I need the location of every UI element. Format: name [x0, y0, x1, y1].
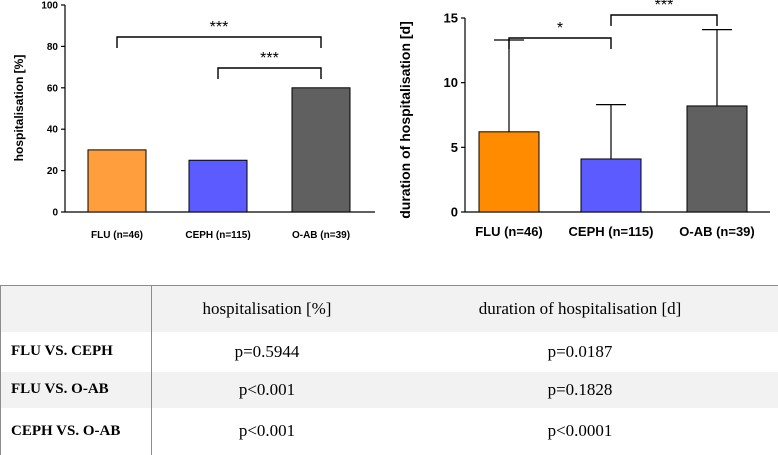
row-label: FLU VS. O-AB: [1, 372, 152, 408]
category-label: O-AB (n=39): [679, 224, 754, 239]
significance-bracket: [218, 68, 321, 79]
y-tick-label: 20: [47, 166, 59, 177]
y-tick-label: 80: [47, 42, 59, 53]
category-label: O-AB (n=39): [292, 230, 350, 241]
category-label: CEPH (n=115): [185, 230, 250, 241]
bar: [479, 132, 539, 212]
row-duration-p: p=0.1828: [382, 372, 778, 408]
bar: [189, 160, 247, 212]
row-hospitalisation-p: p<0.001: [152, 372, 383, 408]
header-hospitalisation: hospitalisation [%]: [152, 286, 383, 332]
table-row: CEPH VS. O-AB p<0.001 p<0.0001: [1, 408, 778, 455]
header-blank: [1, 286, 152, 332]
category-label: CEPH (n=115): [569, 224, 654, 239]
bar: [581, 159, 641, 212]
y-tick-label: 100: [41, 1, 58, 12]
bar: [687, 106, 747, 212]
header-duration: duration of hospitalisation [d]: [382, 286, 778, 332]
bar: [292, 88, 350, 212]
significance-label: *: [557, 20, 563, 37]
y-tick-label: 0: [52, 208, 58, 219]
row-hospitalisation-p: p<0.001: [152, 408, 383, 455]
significance-label: ***: [260, 50, 279, 67]
table-header-row: hospitalisation [%] duration of hospital…: [1, 286, 778, 332]
y-tick-label: 40: [47, 125, 59, 136]
right-y-axis-label: duration of hospitalisation [d]: [397, 21, 413, 219]
category-label: FLU (n=46): [91, 230, 143, 241]
duration-chart: duration of hospitalisation [d] 0 5 10 15 *…: [385, 0, 778, 248]
row-hospitalisation-p: p=0.5944: [152, 332, 383, 372]
row-duration-p: p=0.0187: [382, 332, 778, 372]
y-tick-label: 15: [444, 11, 458, 26]
row-duration-p: p<0.0001: [382, 408, 778, 455]
row-label: FLU VS. CEPH: [1, 332, 152, 372]
y-tick-label: 10: [444, 75, 458, 90]
p-value-table: hospitalisation [%] duration of hospital…: [0, 285, 778, 455]
y-tick-label: 60: [47, 83, 59, 94]
significance-bracket: [509, 38, 611, 49]
left-y-axis-label: hospitalisation [%]: [12, 55, 26, 162]
bar: [88, 150, 146, 212]
y-tick-label: 0: [451, 205, 458, 220]
significance-bracket: [117, 37, 321, 48]
significance-label: ***: [210, 19, 229, 36]
table-row: FLU VS. O-AB p<0.001 p=0.1828: [1, 372, 778, 408]
category-label: FLU (n=46): [475, 224, 543, 239]
significance-label: ***: [655, 0, 674, 14]
significance-bracket: [611, 15, 717, 26]
table-row: FLU VS. CEPH p=0.5944 p=0.0187: [1, 332, 778, 372]
row-label: CEPH VS. O-AB: [1, 408, 152, 455]
y-tick-label: 5: [451, 140, 458, 155]
